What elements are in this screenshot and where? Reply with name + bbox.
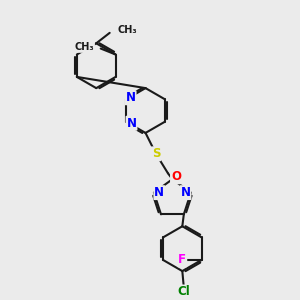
Text: O: O [171, 170, 181, 183]
Text: N: N [181, 186, 190, 199]
Text: N: N [127, 117, 136, 130]
Text: CH₃: CH₃ [117, 25, 137, 35]
Text: S: S [152, 147, 160, 160]
Text: N: N [154, 186, 164, 199]
Text: F: F [178, 254, 186, 266]
Text: CH₃: CH₃ [74, 42, 94, 52]
Text: N: N [126, 91, 136, 104]
Text: Cl: Cl [177, 286, 190, 298]
